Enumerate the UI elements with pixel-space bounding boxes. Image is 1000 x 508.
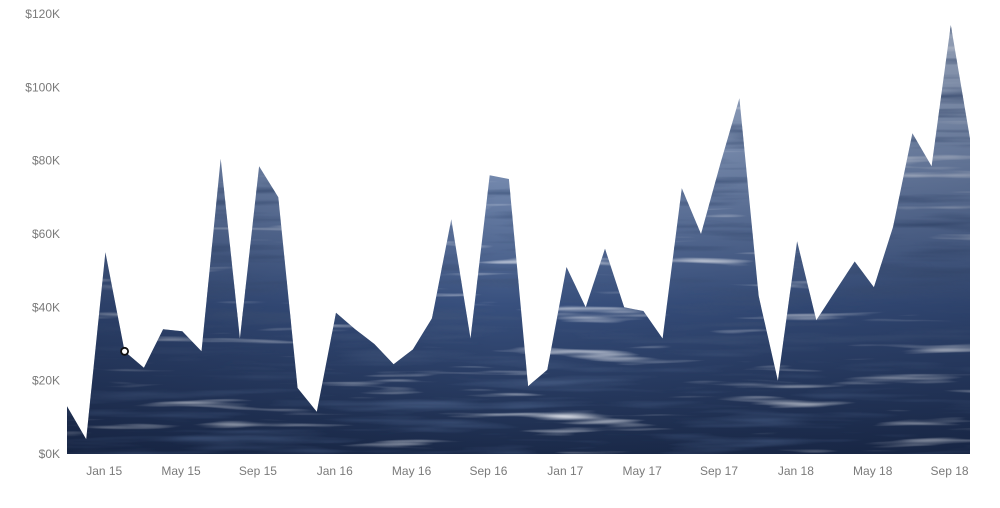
data-point bbox=[834, 289, 838, 293]
data-point bbox=[891, 225, 895, 229]
data-point bbox=[180, 329, 184, 333]
data-point bbox=[603, 247, 607, 251]
data-point bbox=[161, 327, 165, 331]
x-tick-label: Jan 17 bbox=[547, 464, 583, 478]
data-point bbox=[142, 366, 146, 370]
data-point bbox=[930, 164, 934, 168]
data-point bbox=[411, 348, 415, 352]
data-point bbox=[488, 173, 492, 177]
data-point bbox=[65, 404, 69, 408]
data-point bbox=[372, 342, 376, 346]
data-point bbox=[584, 305, 588, 309]
data-point bbox=[795, 239, 799, 243]
data-point bbox=[219, 157, 223, 161]
data-point bbox=[622, 305, 626, 309]
data-point bbox=[430, 316, 434, 320]
data-point bbox=[84, 437, 88, 441]
data-point bbox=[699, 232, 703, 236]
data-point bbox=[680, 186, 684, 190]
data-point bbox=[814, 318, 818, 322]
data-point bbox=[334, 311, 338, 315]
data-point bbox=[565, 265, 569, 269]
y-axis: $0K $20K $40K $60K $80K $100K $120K bbox=[25, 7, 60, 461]
x-tick-label: Jan 15 bbox=[86, 464, 122, 478]
data-point bbox=[718, 162, 722, 166]
y-tick-label: $0K bbox=[39, 447, 60, 461]
y-tick-label: $60K bbox=[32, 227, 60, 241]
data-point bbox=[910, 131, 914, 135]
data-point bbox=[853, 260, 857, 264]
x-tick-label: Jan 18 bbox=[778, 464, 814, 478]
data-point bbox=[238, 337, 242, 341]
data-point bbox=[949, 23, 953, 27]
data-point bbox=[315, 410, 319, 414]
x-tick-label: May 16 bbox=[392, 464, 432, 478]
x-tick-label: Sep 18 bbox=[931, 464, 969, 478]
data-points bbox=[65, 23, 972, 441]
data-point bbox=[103, 250, 107, 254]
data-point bbox=[661, 337, 665, 341]
data-point bbox=[872, 285, 876, 289]
data-point bbox=[296, 386, 300, 390]
data-point bbox=[526, 384, 530, 388]
data-point bbox=[353, 327, 357, 331]
x-tick-label: Sep 15 bbox=[239, 464, 277, 478]
data-point bbox=[737, 96, 741, 100]
highlighted-data-point bbox=[120, 346, 129, 356]
x-tick-label: May 18 bbox=[853, 464, 893, 478]
x-tick-label: Jan 16 bbox=[317, 464, 353, 478]
data-point bbox=[545, 368, 549, 372]
x-tick-label: May 15 bbox=[161, 464, 201, 478]
y-tick-label: $20K bbox=[32, 374, 60, 388]
y-tick-label: $40K bbox=[32, 300, 60, 314]
y-tick-label: $120K bbox=[25, 7, 60, 21]
data-point bbox=[257, 164, 261, 168]
x-tick-label: Sep 16 bbox=[469, 464, 507, 478]
data-point bbox=[641, 309, 645, 313]
x-axis: Jan 15 May 15 Sep 15 Jan 16 May 16 Sep 16 Jan … bbox=[86, 464, 969, 478]
data-point bbox=[200, 349, 204, 353]
x-tick-label: May 17 bbox=[622, 464, 662, 478]
y-tick-label: $100K bbox=[25, 80, 60, 94]
data-point bbox=[507, 177, 511, 181]
data-point bbox=[469, 337, 473, 341]
data-point bbox=[449, 217, 453, 221]
x-tick-label: Sep 17 bbox=[700, 464, 738, 478]
data-point bbox=[776, 379, 780, 383]
y-tick-label: $80K bbox=[32, 154, 60, 168]
data-point bbox=[757, 294, 761, 298]
data-point bbox=[968, 137, 972, 141]
data-point bbox=[392, 362, 396, 366]
data-point bbox=[276, 195, 280, 199]
